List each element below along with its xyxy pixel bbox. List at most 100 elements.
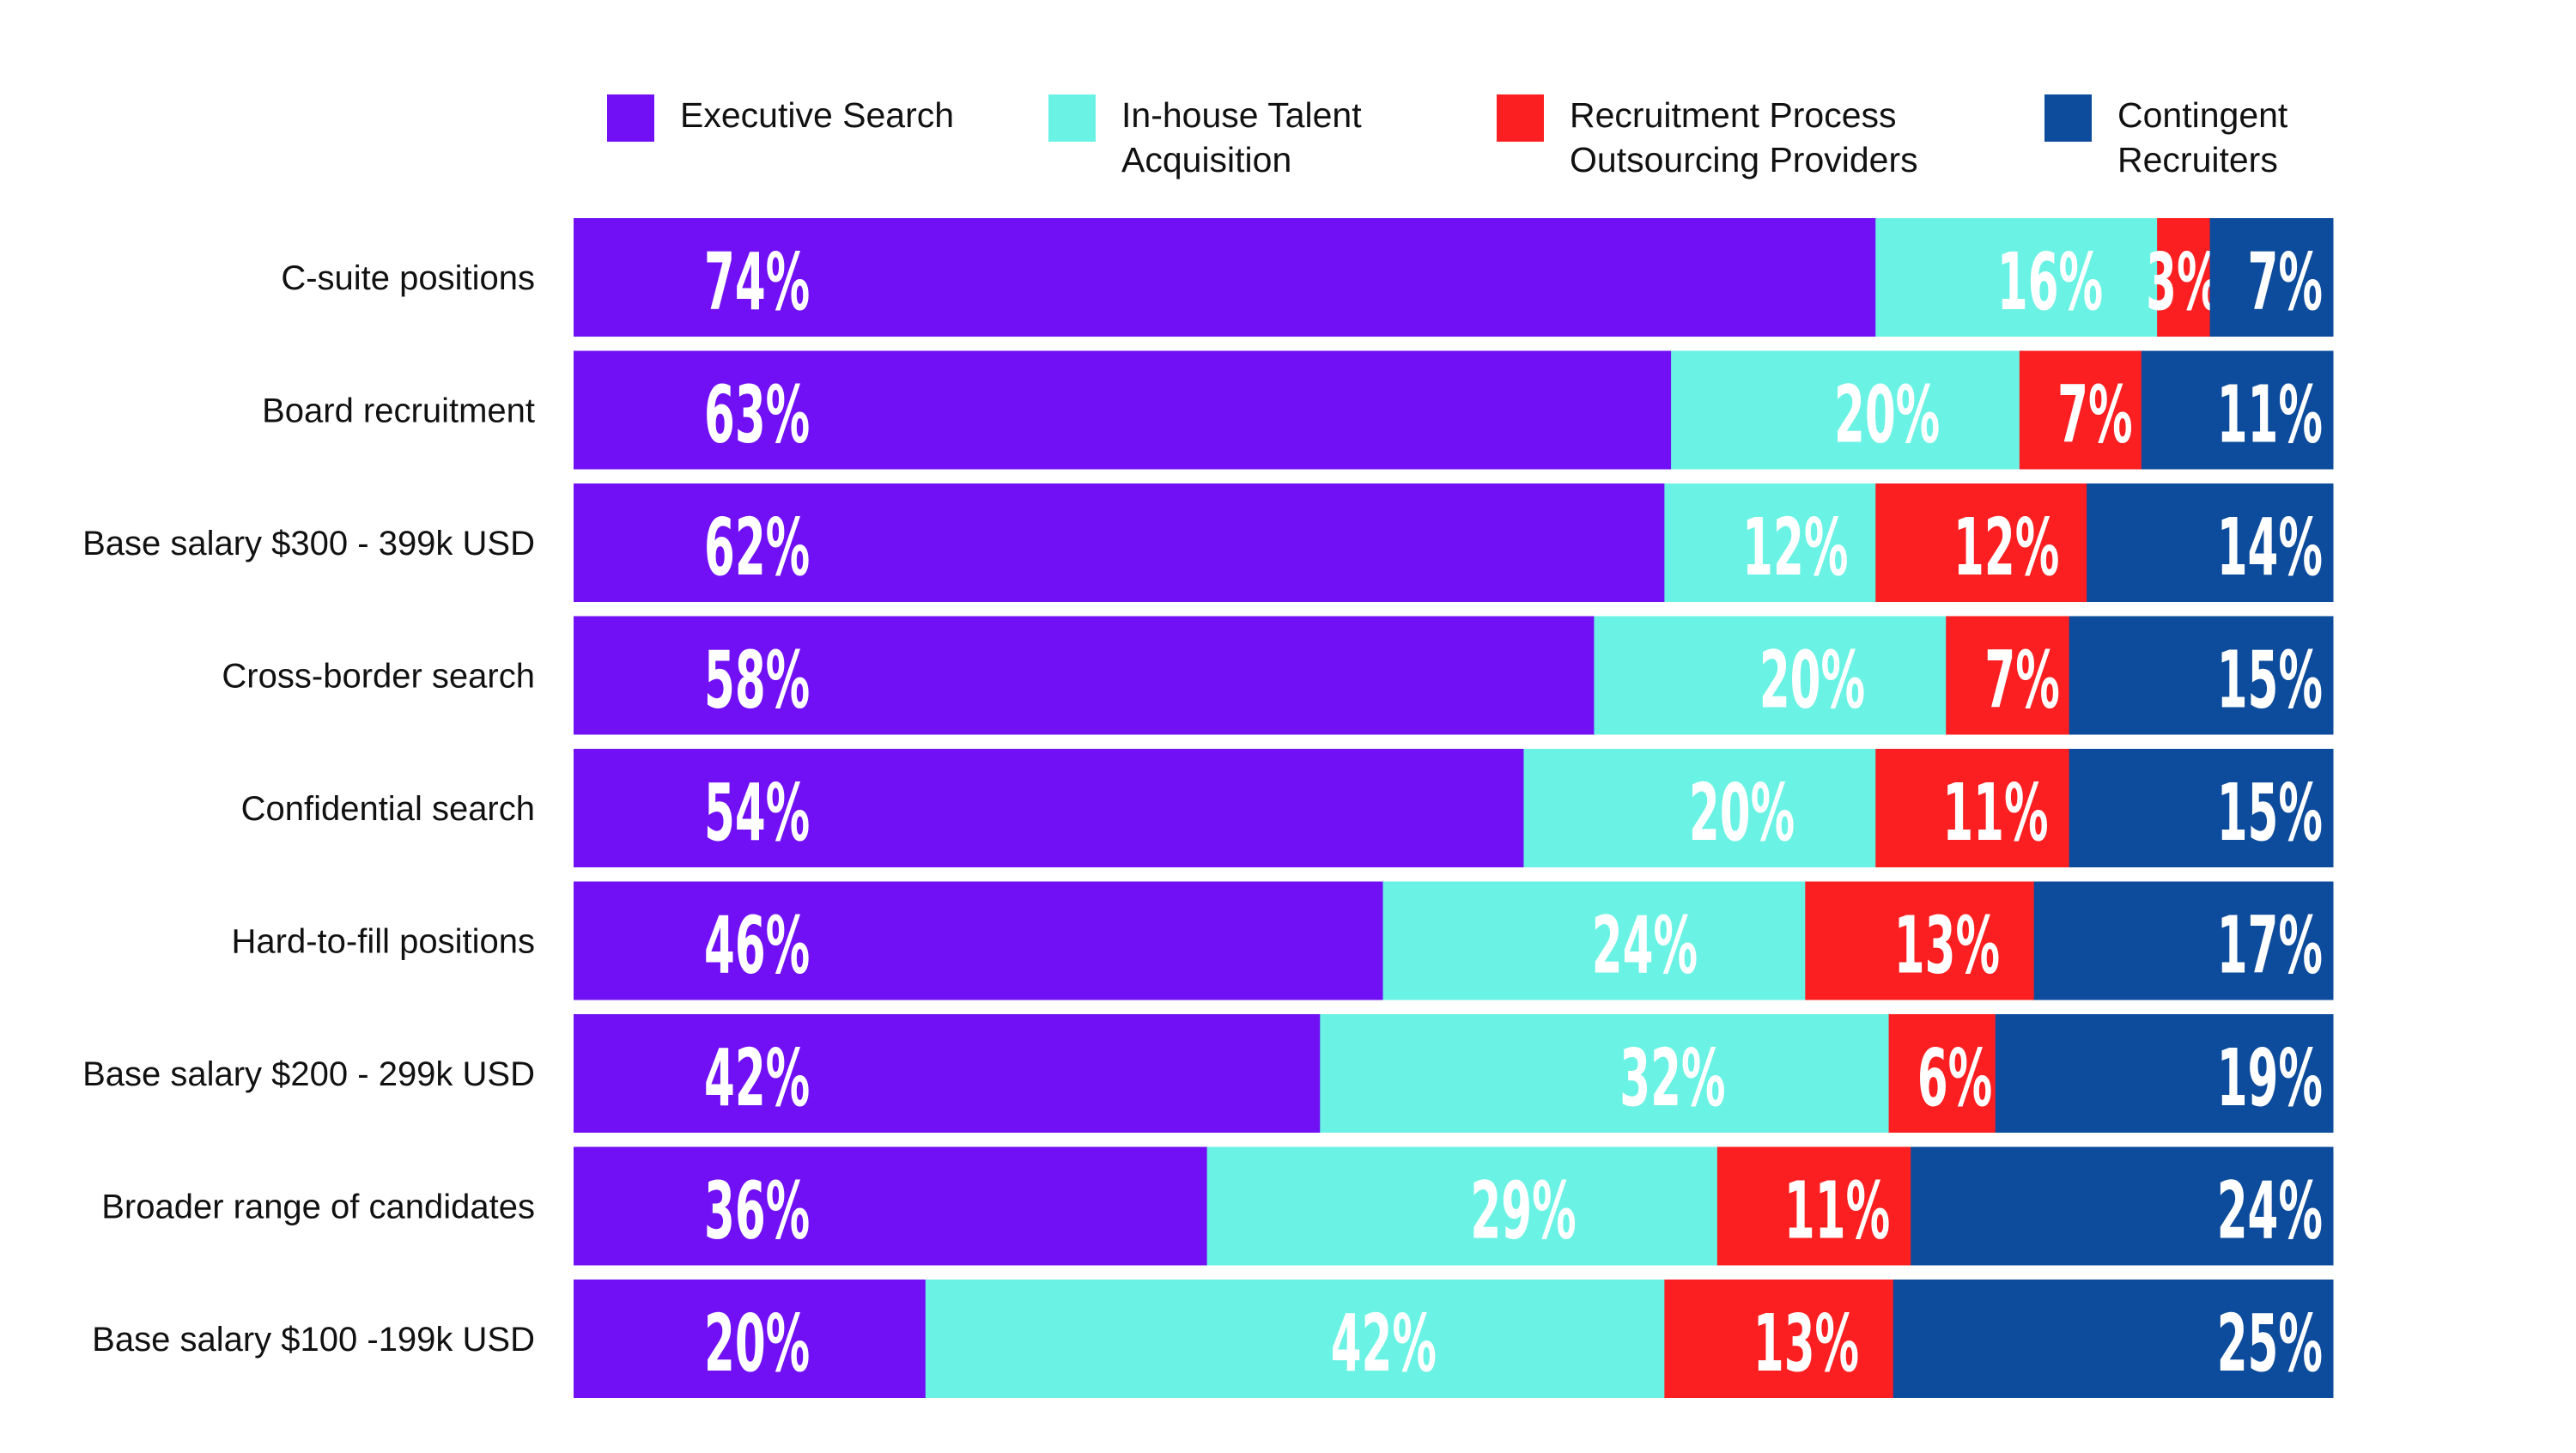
legend-item: Recruitment Process Outsourcing Providers <box>1497 94 1918 179</box>
legend-swatch <box>2044 94 2092 142</box>
bar-value-label: 19% <box>2217 1032 2323 1124</box>
bar-value-label: 15% <box>2217 634 2323 726</box>
bar-segment <box>1946 616 2070 735</box>
bar-segment <box>1888 1014 1996 1133</box>
bar-value-label: 13% <box>1894 899 2000 991</box>
bar-value-label: 12% <box>1742 502 1848 593</box>
bar-segment <box>574 1280 927 1398</box>
bar-value-label: 63% <box>704 368 810 460</box>
bar-value-label: 3% <box>2146 236 2221 328</box>
bar-value-label: 74% <box>704 236 810 328</box>
bar-row: 74% 16% 3% 7% <box>574 218 2334 337</box>
bar-value-label: 7% <box>1984 634 2059 726</box>
bar-segment <box>2069 616 2334 735</box>
bar-value-label: 46% <box>704 899 810 991</box>
bar-row: 58% 20% 7% 15% <box>574 616 2334 735</box>
legend-label: Contingent Recruiters <box>2117 95 2288 179</box>
bar-value-label: 7% <box>2057 368 2132 460</box>
chart-legend: Executive Search In-house Talent Acquisiti… <box>607 94 2288 179</box>
category-label: Cross-border search <box>222 658 535 696</box>
bar-value-label: 17% <box>2217 899 2323 991</box>
bar-value-label: 36% <box>704 1164 810 1256</box>
legend-label: In-house Talent Acquisition <box>1121 95 1362 179</box>
bar-value-label: 11% <box>1942 767 2048 859</box>
bar-segment <box>1382 881 1806 1000</box>
bar-segment <box>574 218 1876 337</box>
bar-value-label: 20% <box>1759 634 1865 726</box>
bar-value-label: 12% <box>1953 502 2059 593</box>
bar-segment <box>574 881 1384 1000</box>
bar-row: 46% 24% 13% 17% <box>574 881 2334 1000</box>
category-labels: C-suite positions Board recruitment Base s… <box>82 259 535 1359</box>
bar-segment <box>1716 1146 1911 1266</box>
bar-value-label: 13% <box>1753 1298 1859 1389</box>
bar-value-label: 20% <box>1689 767 1795 859</box>
bar-value-label: 11% <box>1784 1164 1890 1256</box>
legend-label: Recruitment Process Outsourcing Providers <box>1570 95 1918 179</box>
bar-row: 63% 20% 7% 11% <box>574 350 2334 470</box>
bar-value-label: 16% <box>1997 236 2103 328</box>
category-label: Base salary $200 - 299k USD <box>82 1055 535 1093</box>
category-label: Broader range of candidates <box>101 1189 535 1226</box>
bar-value-label: 7% <box>2248 236 2323 328</box>
bar-value-label: 11% <box>2217 368 2323 460</box>
bar-segment <box>925 1280 1665 1398</box>
bar-segment <box>2069 749 2334 867</box>
bar-segment <box>2209 218 2334 337</box>
bar-value-label: 6% <box>1917 1032 1992 1124</box>
category-label: Base salary $300 - 399k USD <box>82 525 535 562</box>
bar-segment <box>574 350 1672 470</box>
bar-segment <box>1875 749 2070 867</box>
bar-segment <box>2141 350 2334 470</box>
bar-segment <box>1671 350 2020 470</box>
bar-value-label: 20% <box>704 1298 810 1389</box>
bar-segment <box>1664 1280 1894 1398</box>
bar-segment <box>1805 881 2035 1000</box>
bar-segment <box>1893 1280 2334 1398</box>
bar-row: 36% 29% 11% 24% <box>574 1146 2334 1266</box>
bar-value-label: 58% <box>704 634 810 726</box>
bar-row: 54% 20% 11% 15% <box>574 749 2334 867</box>
bar-row: 62% 12% 12% 14% <box>574 483 2334 602</box>
legend-swatch <box>1497 94 1544 142</box>
bar-area: 74% 16% 3% 7%63% 20% 7% 11%62% 12% 12% 14%58% 20% 7… <box>574 218 2334 1398</box>
bar-segment <box>2019 350 2142 470</box>
bar-row: 20% 42% 13% 25% <box>574 1280 2334 1398</box>
category-label: Base salary $100 -199k USD <box>92 1321 535 1359</box>
bar-segment <box>574 1146 1208 1266</box>
bar-segment <box>2033 881 2334 1000</box>
bar-segment <box>574 1014 1321 1133</box>
category-label: C-suite positions <box>281 259 535 297</box>
bar-value-label: 14% <box>2217 502 2323 593</box>
bar-value-label: 42% <box>1331 1298 1437 1389</box>
legend-swatch <box>1048 94 1096 142</box>
category-label: Hard-to-fill positions <box>232 923 535 961</box>
bar-segment <box>574 616 1595 735</box>
category-label: Board recruitment <box>262 392 535 430</box>
bar-segment <box>1995 1014 2334 1133</box>
bar-row: 42% 32% 6% 19% <box>574 1014 2334 1133</box>
bar-value-label: 42% <box>704 1032 810 1124</box>
bar-segment <box>1911 1146 2334 1266</box>
bar-value-label: 15% <box>2217 767 2323 859</box>
bar-value-label: 24% <box>2217 1164 2323 1256</box>
bar-segment <box>574 483 1665 602</box>
bar-segment <box>1320 1014 1890 1133</box>
legend-item: In-house Talent Acquisition <box>1048 94 1362 179</box>
legend-label: Executive Search <box>680 95 954 135</box>
bar-segment <box>1206 1146 1718 1266</box>
legend-item: Executive Search <box>607 94 954 142</box>
bar-segment <box>1875 483 2087 602</box>
bar-value-label: 32% <box>1619 1032 1725 1124</box>
category-label: Confidential search <box>241 790 535 828</box>
bar-segment <box>1664 483 1876 602</box>
legend-swatch <box>607 94 654 142</box>
bar-value-label: 25% <box>2217 1298 2323 1389</box>
bar-value-label: 24% <box>1592 899 1698 991</box>
bar-segment <box>2157 218 2211 337</box>
bar-value-label: 62% <box>704 502 810 593</box>
bar-value-label: 29% <box>1470 1164 1576 1256</box>
bar-value-label: 20% <box>1834 368 1940 460</box>
bar-segment <box>1875 218 2158 337</box>
